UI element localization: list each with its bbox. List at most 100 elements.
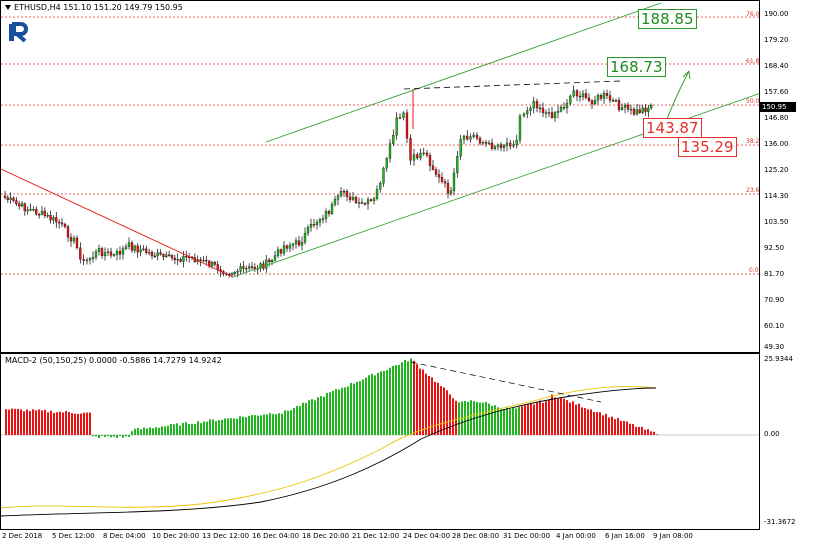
- bear-candle: [109, 251, 113, 256]
- price-tick-label: 168.40: [764, 62, 789, 70]
- macd-histogram-bar: [251, 415, 253, 435]
- macd-histogram-bar: [479, 402, 481, 435]
- bear-candle: [369, 199, 373, 201]
- bull-candle: [306, 227, 310, 234]
- fib-label-76: 76.0: [746, 11, 760, 18]
- macd-histogram-bar: [503, 409, 505, 435]
- macd-histogram-bar: [494, 405, 496, 435]
- macd-histogram-bar: [125, 435, 127, 437]
- macd-histogram-bar: [128, 435, 130, 437]
- macd-histogram-bar: [554, 397, 556, 435]
- bull-candle: [553, 112, 557, 118]
- macd-histogram-bar: [482, 402, 484, 435]
- bull-candle: [395, 117, 398, 136]
- bear-candle: [23, 203, 27, 212]
- macd-histogram-bar: [584, 408, 586, 435]
- bull-candle: [121, 248, 125, 255]
- price-tick-label: 60.10: [764, 322, 785, 330]
- bull-candle: [112, 254, 116, 256]
- bear-candle: [69, 237, 73, 242]
- bear-candle: [437, 174, 441, 178]
- macd-indicator-pane[interactable]: MACD-2 (50,150,25) 0.0000 -0.5886 14.727…: [0, 353, 760, 530]
- bear-candle: [327, 211, 331, 214]
- macd-histogram-bar: [194, 423, 196, 435]
- bull-candle: [247, 266, 251, 269]
- bull-candle: [26, 209, 29, 212]
- bull-candle: [315, 222, 319, 225]
- bull-candle: [502, 145, 506, 148]
- bear-candle: [15, 200, 18, 205]
- bull-candle: [526, 110, 529, 115]
- macd-histogram-bar: [20, 409, 22, 435]
- macd-histogram-bar: [470, 400, 472, 435]
- bear-candle: [35, 209, 38, 215]
- bull-candle: [133, 245, 137, 251]
- bull-candle: [282, 245, 286, 254]
- bear-candle: [199, 259, 202, 261]
- macd-histogram-bar: [35, 410, 37, 435]
- macd-histogram-bar: [254, 415, 256, 435]
- bear-candle: [159, 252, 162, 255]
- macd-histogram-bar: [143, 427, 145, 435]
- bear-candle: [342, 191, 346, 193]
- macd-histogram-bar: [230, 418, 232, 435]
- bull-candle: [236, 271, 239, 273]
- price-tick-label: 49.30: [764, 343, 785, 351]
- macd-histogram-bar: [83, 412, 85, 435]
- price-tick-label: 70.90: [764, 296, 785, 304]
- macd-histogram-bar: [650, 431, 652, 435]
- macd-histogram-bar: [626, 421, 628, 435]
- macd-histogram-bar: [155, 427, 157, 435]
- bull-candle: [596, 95, 600, 101]
- macd-histogram-bar: [638, 426, 640, 435]
- bull-candle: [147, 252, 151, 254]
- macd-histogram-bar: [104, 435, 106, 437]
- macd-histogram-bar: [188, 424, 190, 435]
- macd-histogram-bar: [209, 419, 211, 435]
- macd-histogram-bar: [68, 412, 70, 435]
- time-tick-label: 8 Dec 04:00: [103, 532, 146, 540]
- price-axis: 190.00 179.20 168.40 157.60 146.80 136.0…: [760, 0, 820, 353]
- bull-candle: [103, 252, 107, 257]
- bull-candle: [641, 107, 644, 113]
- macd-histogram-bar: [215, 421, 217, 435]
- bull-candle: [309, 224, 313, 228]
- macd-histogram-bar: [89, 412, 91, 435]
- bear-candle: [535, 101, 539, 109]
- macd-histogram-bar: [149, 427, 151, 435]
- bull-candle: [372, 198, 376, 201]
- bull-candle: [336, 195, 340, 200]
- macd-histogram-bar: [278, 413, 280, 435]
- macd-histogram-bar: [98, 435, 100, 439]
- bear-candle: [12, 197, 15, 201]
- macd-histogram-bar: [341, 387, 343, 435]
- level-label-135-29: 135.29: [678, 137, 737, 157]
- bear-candle: [431, 165, 435, 170]
- macd-tick-label: 0.00: [764, 430, 780, 438]
- macd-canvas: [1, 358, 759, 517]
- macd-histogram-bar: [542, 402, 544, 435]
- bull-candle: [449, 190, 453, 194]
- price-tick-label: 146.80: [764, 114, 789, 122]
- macd-histogram-bar: [185, 422, 187, 435]
- macd-histogram-bar: [8, 409, 10, 435]
- collapse-triangle-icon[interactable]: [5, 5, 11, 10]
- macd-histogram-bar: [608, 417, 610, 435]
- bear-candle: [145, 248, 148, 253]
- macd-histogram-bar: [500, 409, 502, 435]
- bull-candle: [647, 107, 650, 112]
- bull-candle: [276, 249, 280, 256]
- price-tick-label: 179.20: [764, 36, 789, 44]
- price-chart-pane[interactable]: ETHUSD,H4 151.10 151.20 149.79 150.95 76…: [0, 0, 760, 353]
- macd-histogram-bar: [257, 415, 259, 435]
- bear-candle: [250, 266, 254, 268]
- macd-histogram-bar: [236, 418, 238, 435]
- macd-histogram-bar: [428, 376, 430, 435]
- time-tick-label: 13 Dec 12:00: [202, 532, 250, 540]
- bull-candle: [324, 211, 328, 219]
- bull-candle: [544, 112, 548, 114]
- time-tick-label: 10 Dec 20:00: [152, 532, 200, 540]
- bear-candle: [440, 176, 444, 182]
- bear-candle: [57, 221, 61, 224]
- time-tick-label: 5 Dec 12:00: [52, 532, 95, 540]
